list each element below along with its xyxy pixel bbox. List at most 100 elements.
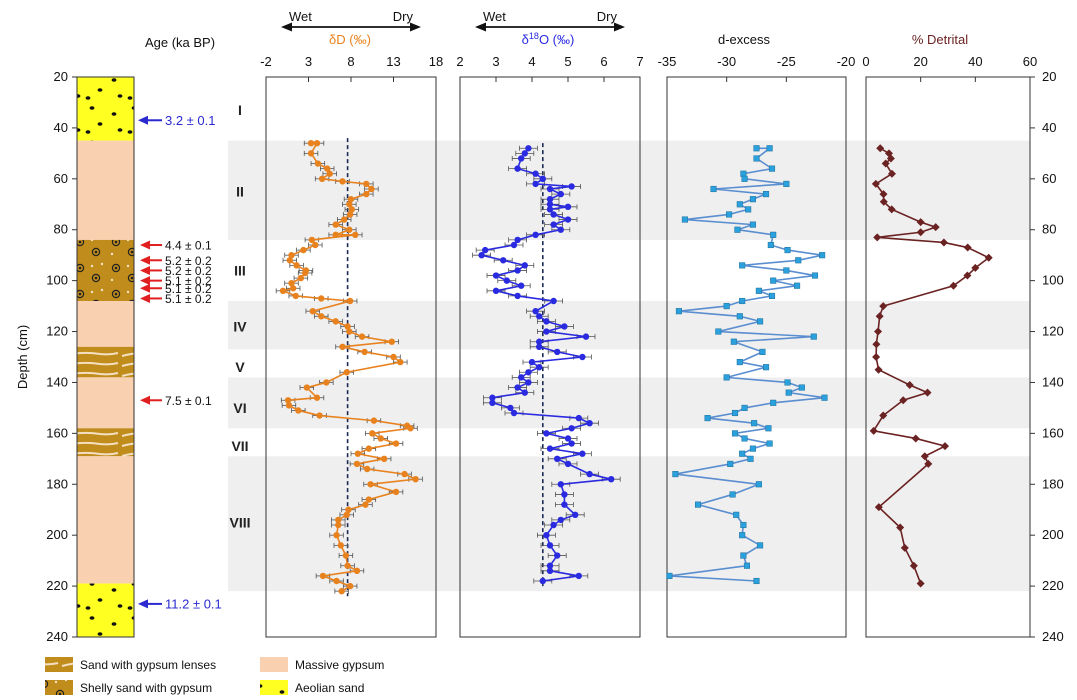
detrital-panel-frame <box>865 76 1031 638</box>
depth-tick-label: 200 <box>46 527 68 542</box>
age-arrow-head <box>140 265 150 275</box>
dexcess-panel-point <box>784 247 791 254</box>
dD-panel-point <box>353 567 361 575</box>
right-depth-tick-label: 100 <box>1042 273 1064 288</box>
age-label: 5.1 ± 0.2 <box>165 282 212 296</box>
detrital-panel-point <box>909 561 918 570</box>
series <box>275 138 993 597</box>
legend-swatch-gypsum <box>260 657 288 672</box>
dD-panel-point <box>346 297 354 305</box>
dexcess-panel-point <box>741 435 748 442</box>
dexcess-panel-point <box>767 241 774 249</box>
dD-panel-point <box>297 274 305 282</box>
depth-tick-label: 60 <box>54 171 68 186</box>
d18O-panel-point <box>579 353 586 361</box>
d18O-panel-point <box>478 251 485 259</box>
dexcess-panel-point <box>739 297 746 305</box>
right-depth-tick-label: 220 <box>1042 578 1064 593</box>
detrital-panel-point <box>876 144 885 153</box>
d18O-panel-point <box>507 404 514 412</box>
dry-label: Dry <box>393 9 414 24</box>
dD-panel-point <box>307 139 315 147</box>
dexcess-panel-point <box>704 415 711 422</box>
dD-panel-point <box>392 440 400 447</box>
d18O-panel-point <box>557 481 564 488</box>
age-label: 3.2 ± 0.1 <box>165 113 216 128</box>
depth-tick-label: 120 <box>46 324 68 339</box>
dD-panel-point <box>288 251 295 259</box>
detrital-panel-point <box>872 353 881 361</box>
dexcess-panel-point <box>675 308 682 315</box>
x-tick-label: 4 <box>528 54 535 69</box>
d18O-panel-point <box>561 491 568 498</box>
x-tick-label: -25 <box>777 54 796 69</box>
detrital-panel-point <box>963 271 972 280</box>
age-arrow-head <box>140 276 150 286</box>
d18O-panel-point <box>554 455 561 463</box>
d18O-panel-point <box>492 272 500 279</box>
age-arrow-head <box>140 240 150 250</box>
dexcess-panel-point <box>753 155 760 162</box>
d18O-panel-point <box>536 313 543 320</box>
d18O-panel-point <box>518 374 525 381</box>
x-tick-label: -35 <box>658 54 677 69</box>
dexcess-panel-point <box>729 491 736 498</box>
d18O-panel-point <box>482 246 489 254</box>
d18O-panel-point <box>561 323 568 330</box>
dexcess-panel-frame <box>666 76 847 638</box>
x-tick-label: 40 <box>968 54 982 69</box>
d18O-panel-point <box>557 516 564 524</box>
wet-label: Wet <box>289 9 312 24</box>
dD-panel-point <box>401 470 408 478</box>
detrital-panel-point <box>873 233 882 242</box>
dexcess-panel-point <box>765 425 772 432</box>
lith-unit-sandlens <box>77 346 134 378</box>
d18O-panel-point <box>564 216 572 223</box>
dD-panel-point <box>363 465 371 473</box>
dexcess-panel-point <box>749 445 756 452</box>
d18O-panel-point <box>546 201 554 208</box>
d18O-panel-point <box>528 358 536 366</box>
d18O-panel-point <box>532 231 539 239</box>
dD-panel-point <box>326 170 333 177</box>
d18O-panel-point <box>608 475 615 483</box>
detrital-panel-point <box>869 426 878 435</box>
dD-panel-point <box>339 343 346 351</box>
dD-panel-point <box>369 430 376 437</box>
dexcess-panel-point <box>733 511 740 518</box>
dD-panel-point <box>332 318 339 325</box>
panel-headers: Wet Dry Wet Dry δD (‰) δ18O (‰) d-excess % Detr… <box>281 9 968 47</box>
dexcess-panel-point <box>749 196 756 203</box>
detrital-panel-point <box>879 197 888 206</box>
d18O-panel-point <box>518 282 525 289</box>
d18O-panel-point <box>543 531 550 539</box>
detrital-panel-point <box>900 543 909 552</box>
dD-panel-point <box>300 246 307 254</box>
legend-label: Aeolian sand <box>295 681 364 695</box>
d18O-panel-point <box>575 572 582 580</box>
dD-panel-point <box>324 165 331 172</box>
dD-panel-point <box>370 417 378 424</box>
legend-label: Shelly sand with gypsum <box>80 681 212 695</box>
d18O-panel-point <box>525 369 532 376</box>
dD-panel-point <box>345 506 352 513</box>
dD-panel-point <box>388 338 395 345</box>
wet-arrow-head <box>281 22 292 32</box>
dexcess-panel-point <box>798 384 805 391</box>
dD-panel-point <box>285 402 293 409</box>
x-tick-label: 3 <box>305 54 312 69</box>
detrital-panel-point <box>874 503 883 512</box>
dD-panel-point <box>341 216 348 223</box>
dD-panel-point <box>365 445 373 452</box>
dexcess-panel-point <box>731 430 739 437</box>
d18O-panel-point <box>568 440 575 447</box>
d18O-panel-point <box>546 185 554 193</box>
dexcess-panel-point <box>770 399 777 406</box>
dD-panel-point <box>397 358 404 366</box>
dexcess-panel-point <box>726 211 733 218</box>
d18O-panel-point <box>572 511 579 519</box>
dD-panel-point <box>290 285 297 292</box>
dD-panel-point <box>338 587 345 595</box>
detrital-panel-point <box>971 263 980 272</box>
